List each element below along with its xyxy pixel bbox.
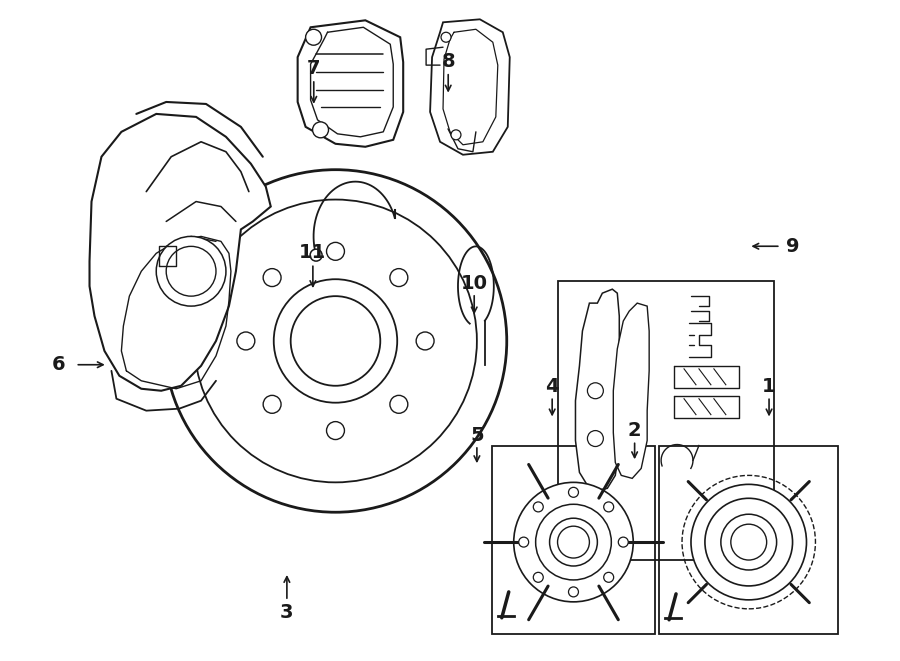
- Circle shape: [705, 498, 793, 586]
- Circle shape: [536, 504, 611, 580]
- Circle shape: [514, 483, 634, 602]
- Text: 2: 2: [628, 421, 642, 440]
- Circle shape: [157, 237, 226, 306]
- Bar: [659, 446, 839, 634]
- Text: 3: 3: [280, 603, 293, 622]
- Text: 7: 7: [307, 59, 320, 78]
- Bar: [491, 446, 655, 634]
- Circle shape: [534, 502, 544, 512]
- Circle shape: [604, 572, 614, 582]
- Text: 5: 5: [470, 426, 483, 446]
- Text: 10: 10: [461, 274, 488, 293]
- Text: 1: 1: [762, 377, 776, 396]
- Bar: [557, 281, 774, 560]
- Circle shape: [306, 29, 321, 45]
- Circle shape: [569, 487, 579, 497]
- Polygon shape: [430, 19, 509, 155]
- Polygon shape: [613, 303, 649, 479]
- Circle shape: [618, 537, 628, 547]
- Text: 4: 4: [545, 377, 559, 396]
- Circle shape: [518, 537, 528, 547]
- Circle shape: [534, 572, 544, 582]
- Circle shape: [451, 130, 461, 140]
- Circle shape: [310, 249, 322, 261]
- Circle shape: [588, 383, 603, 399]
- Circle shape: [441, 32, 451, 42]
- Text: 6: 6: [51, 355, 65, 374]
- Polygon shape: [89, 114, 271, 391]
- Text: 8: 8: [441, 52, 455, 71]
- Circle shape: [569, 587, 579, 597]
- Circle shape: [691, 485, 806, 600]
- Circle shape: [721, 514, 777, 570]
- Polygon shape: [575, 289, 619, 490]
- Polygon shape: [298, 20, 403, 147]
- Circle shape: [588, 430, 603, 447]
- Text: 11: 11: [300, 243, 327, 262]
- Circle shape: [312, 122, 328, 137]
- Circle shape: [604, 502, 614, 512]
- Text: 9: 9: [786, 237, 799, 256]
